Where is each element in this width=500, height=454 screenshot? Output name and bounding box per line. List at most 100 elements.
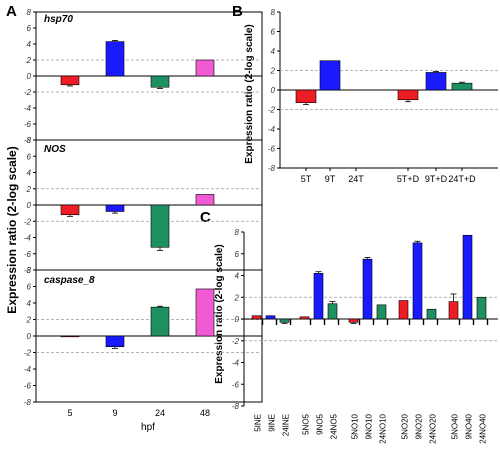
y-tick-label: -6 — [24, 382, 32, 391]
bar-24 — [150, 75, 170, 88]
bar-5NO10 — [348, 318, 359, 323]
x-tick-label: 24 — [155, 408, 165, 418]
bar-9 — [105, 204, 125, 212]
y-tick-label: 4 — [235, 272, 240, 281]
chart-a2: -8 -6 -4 -2 0 2 4 6 8 — [24, 136, 263, 275]
bar-48 — [195, 288, 215, 337]
x-tick-label: 5T+D — [397, 174, 420, 184]
x-tick-label: 9INE — [268, 414, 277, 432]
y-tick-label: 2 — [270, 67, 276, 76]
y-tick-label: 6 — [27, 283, 32, 292]
x-tick-label: 5 — [67, 408, 72, 418]
y-tick-label: -8 — [24, 266, 32, 275]
y-tick-label: 6 — [235, 250, 240, 259]
y-tick-label: -6 — [24, 120, 32, 129]
bar-5NO20 — [398, 300, 409, 320]
chart-c: -8 -6 -4 -2 0 2 4 6 8 5INE 9INE 24INE 5NO5 9NO5 24NO5 5… — [232, 228, 498, 444]
y-tick-label: 2 — [26, 56, 32, 65]
y-tick-label: 8 — [27, 136, 32, 145]
y-tick-label: 4 — [27, 169, 32, 178]
bar-5 — [60, 204, 80, 216]
y-tick-label: 4 — [27, 40, 32, 49]
y-tick-label: -4 — [268, 125, 276, 134]
y-tick-label: -2 — [24, 349, 32, 358]
y-tick-label: -6 — [232, 380, 240, 389]
bar-24INE — [279, 318, 290, 323]
bar-9 — [105, 335, 125, 348]
bar-48 — [195, 194, 215, 206]
panel-a-ylabel: Expression ratio (2-log scale) — [5, 146, 19, 313]
bar-24NO10 — [376, 304, 387, 320]
y-tick-label: -6 — [24, 250, 32, 259]
x-tick-label: 5INE — [254, 414, 263, 432]
x-tick-label: 24NO20 — [429, 413, 438, 443]
y-tick-label: 0 — [27, 201, 32, 210]
y-tick-label: 2 — [234, 293, 240, 302]
bar-5NO40 — [448, 301, 459, 320]
y-tick-label: 0 — [271, 86, 276, 95]
bar-24NO5 — [327, 303, 338, 320]
x-tick-label: 24NO5 — [330, 413, 339, 439]
x-tick-label: 48 — [200, 408, 210, 418]
y-tick-label: -2 — [24, 217, 32, 226]
bar-48 — [195, 59, 215, 77]
bar-5T — [295, 89, 317, 103]
panel-c-ylabel: Expression ratio (2-log scale) — [214, 244, 225, 384]
x-tick-label: 9NO10 — [365, 413, 374, 439]
x-tick-label: 9 — [112, 408, 117, 418]
y-tick-label: 8 — [271, 8, 276, 17]
bar-24 — [150, 204, 170, 248]
y-tick-label: -8 — [268, 164, 276, 173]
bar-9 — [105, 41, 125, 77]
panel-b-ylabel: Expression ratio (2-log scale) — [244, 24, 255, 164]
y-tick-label: -4 — [24, 104, 32, 113]
y-tick-label: -8 — [232, 402, 240, 411]
x-tick-label: 9T+D — [425, 174, 448, 184]
bar-9NO5 — [313, 273, 324, 320]
y-tick-label: -8 — [24, 136, 32, 145]
y-tick-label: -8 — [24, 398, 32, 407]
y-tick-label: -2 — [268, 106, 276, 115]
y-tick-label: 0 — [27, 72, 32, 81]
bar-9NO20 — [412, 242, 423, 320]
panel-label-a: A — [6, 3, 17, 20]
y-tick-label: -2 — [232, 337, 240, 346]
y-tick-label: 6 — [27, 152, 32, 161]
y-tick-label: -4 — [24, 365, 32, 374]
bar-9NO10 — [362, 258, 373, 320]
x-tick-label: 24T — [348, 174, 364, 184]
bar-9NO40 — [462, 234, 473, 320]
y-tick-label: -6 — [268, 145, 276, 154]
y-tick-label: -2 — [24, 88, 32, 97]
y-tick-label: 6 — [27, 24, 32, 33]
bar-5 — [60, 75, 80, 86]
x-tick-label: 5NO10 — [351, 413, 360, 439]
subplot-title-nos: NOS — [44, 144, 66, 155]
bar-5NO5 — [299, 316, 310, 320]
bar-24NO20 — [426, 308, 437, 320]
y-tick-label: 2 — [26, 316, 32, 325]
bar-5T+D — [397, 89, 419, 101]
x-tick-label: 5NO5 — [302, 413, 311, 434]
bar-5 — [60, 335, 80, 338]
x-tick-label: 24NO10 — [379, 413, 388, 443]
y-tick-label: 8 — [235, 228, 240, 237]
x-tick-label: 9NO5 — [316, 413, 325, 434]
y-tick-label: 4 — [27, 299, 32, 308]
panel-label-c: C — [200, 209, 211, 226]
bar-9T — [319, 60, 341, 91]
y-tick-label: 6 — [271, 28, 276, 37]
bar-24 — [150, 306, 170, 337]
bar-5INE — [251, 315, 262, 320]
y-tick-label: 0 — [27, 332, 32, 341]
y-tick-label: -4 — [232, 359, 240, 368]
y-tick-label: 4 — [271, 47, 276, 56]
x-tick-label: 9NO40 — [465, 413, 474, 439]
y-tick-label: 0 — [235, 315, 240, 324]
x-tick-label: 9NO20 — [415, 413, 424, 439]
subplot-title-hsp70: hsp70 — [44, 14, 73, 25]
x-tick-label: 5NO40 — [451, 413, 460, 439]
x-tick-label: 5NO20 — [401, 413, 410, 439]
